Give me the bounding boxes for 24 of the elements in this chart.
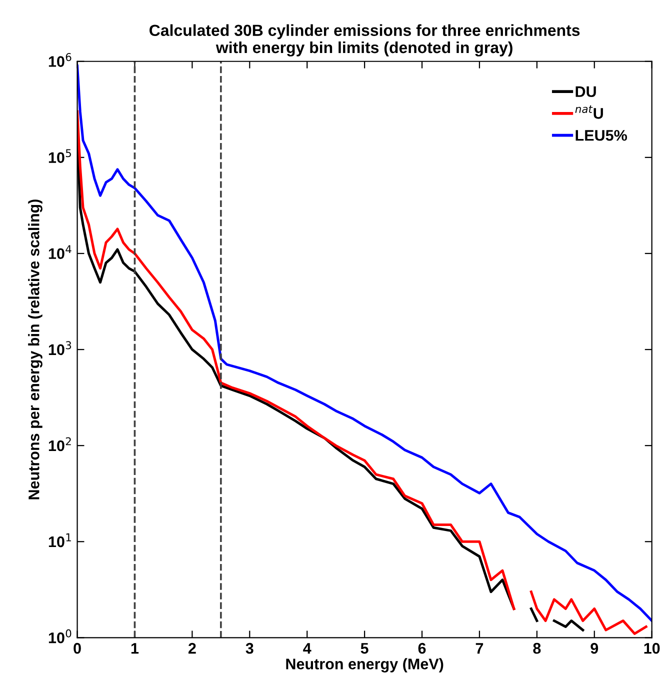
legend-label: $^{nat}$U [575,105,603,119]
legend-label: DU [576,86,596,98]
x-tick-label: 2 [188,642,196,654]
y-tick-label: 10$^{1}$ [48,533,71,548]
y-tick-label: 10$^{3}$ [48,341,72,356]
x-tick-label: 8 [533,642,541,654]
y-tick-label: 10$^{5}$ [48,149,71,164]
x-tick-label: 1 [131,643,139,654]
x-tick-label: 7 [476,643,484,654]
chart-title: Calculated 30B cylinder emissions for three enrichments with energy bin limits (denoted in gray) [150,24,580,56]
x-tick-label: 0 [74,642,81,654]
y-tick-label: 10$^{4}$ [48,245,72,260]
x-tick-label: 10 [644,642,660,654]
x-axis-title: Neutron energy (MeV) [286,658,444,672]
y-tick-label: 10$^{6}$ [48,53,72,67]
y-axis-title: Neutrons per energy bin (relative scaling) [28,200,42,500]
y-tick-label: 10$^{0}$ [48,629,72,644]
x-tick-label: 3 [246,642,254,654]
x-tick-label: 4 [303,643,312,654]
y-tick-label: 10$^{2}$ [48,437,71,452]
legend-label: LEU5% [576,130,627,141]
x-tick-label: 5 [360,643,368,654]
x-tick-label: 6 [418,642,426,654]
x-tick-label: 9 [590,642,598,654]
